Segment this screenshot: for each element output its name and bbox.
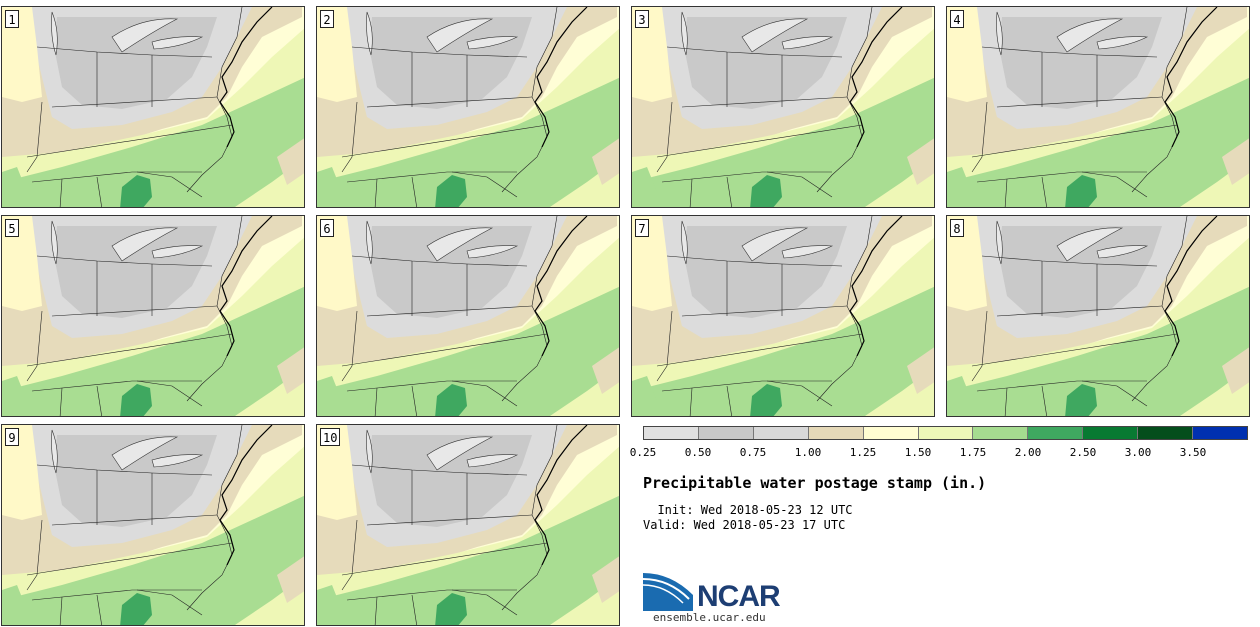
colorbar-tick-label: 0.50: [684, 446, 712, 459]
map-panel-9: 9: [1, 424, 305, 626]
panel-number-label: 2: [320, 10, 334, 28]
colorbar-tick-label: 1.00: [794, 446, 822, 459]
colorbar-segment: [753, 427, 809, 439]
panel-number-label: 3: [635, 10, 649, 28]
valid-time: Valid: Wed 2018-05-23 17 UTC: [643, 518, 846, 532]
panel-number-label: 1: [5, 10, 19, 28]
colorbar-segment: [1193, 427, 1247, 439]
panel-number-label: 4: [950, 10, 964, 28]
colorbar-tick-label: 0.75: [739, 446, 767, 459]
colorbar-tick-label: 1.25: [849, 446, 877, 459]
colorbar-tick-label: 0.25: [629, 446, 657, 459]
panel-number-label: 6: [320, 219, 334, 237]
chart-title: Precipitable water postage stamp (in.): [643, 474, 987, 492]
map-panel-2: 2: [316, 6, 620, 208]
colorbar-segment: [644, 427, 699, 439]
map-panel-3: 3: [631, 6, 935, 208]
panel-number-label: 5: [5, 219, 19, 237]
map-panel-8: 8: [946, 215, 1250, 417]
map-panel-1: 1: [1, 6, 305, 208]
ncar-url: ensemble.ucar.edu: [653, 611, 766, 624]
panel-number-label: 8: [950, 219, 964, 237]
colorbar-segment: [1083, 427, 1139, 439]
colorbar-segment: [918, 427, 974, 439]
ncar-logo-text: NCAR: [697, 580, 781, 613]
colorbar-tick-label: 3.50: [1179, 446, 1207, 459]
panel-number-label: 7: [635, 219, 649, 237]
precipitable-water-colorbar: [643, 426, 1248, 440]
colorbar-tick-label: 2.00: [1014, 446, 1042, 459]
colorbar-tick-label: 1.50: [904, 446, 932, 459]
colorbar-segment: [863, 427, 919, 439]
map-panel-10: 10: [316, 424, 620, 626]
colorbar-segment: [808, 427, 864, 439]
map-panel-6: 6: [316, 215, 620, 417]
map-panel-7: 7: [631, 215, 935, 417]
panel-number-label: 9: [5, 428, 19, 446]
colorbar-tick-label: 1.75: [959, 446, 987, 459]
colorbar-tick-label: 2.50: [1069, 446, 1097, 459]
ncar-logo-icon: [643, 573, 693, 611]
colorbar-tick-label: 3.00: [1124, 446, 1152, 459]
colorbar-segment: [973, 427, 1029, 439]
colorbar-segment: [698, 427, 754, 439]
map-panel-5: 5: [1, 215, 305, 417]
map-panel-4: 4: [946, 6, 1250, 208]
init-time: Init: Wed 2018-05-23 12 UTC: [657, 503, 853, 517]
colorbar-segment: [1028, 427, 1084, 439]
colorbar-segment: [1138, 427, 1194, 439]
panel-number-label: 10: [320, 428, 341, 446]
